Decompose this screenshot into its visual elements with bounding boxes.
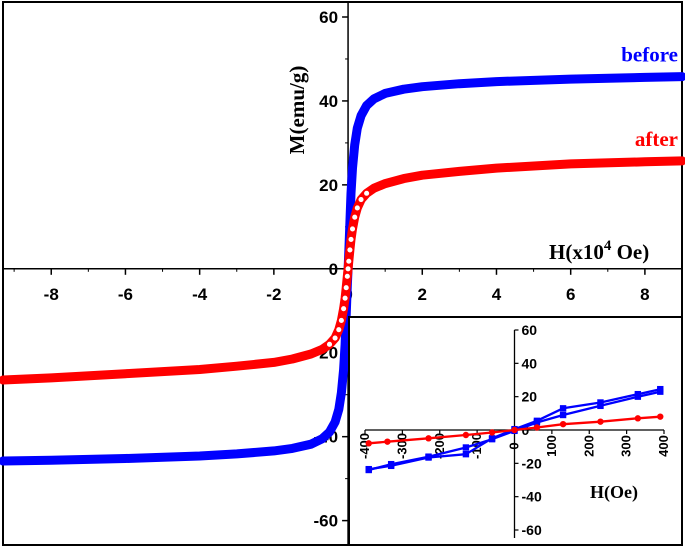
inset-data-point-before [597, 402, 604, 410]
inset-plot: -400 -300 -200 -100 0 100 200 300 400-60-40-2002… [348, 316, 683, 546]
data-point-before [354, 125, 361, 132]
inset-data-point-after [657, 413, 664, 420]
x-tick-label: -4 [192, 285, 208, 304]
inset-data-point-before [559, 405, 567, 412]
inset-data-point-after [511, 426, 518, 434]
inset-data-point-after [462, 431, 470, 439]
data-point-after [346, 246, 354, 254]
inset-y-tick-label: 40 [522, 355, 538, 371]
data-point-before [363, 102, 370, 109]
inset-data-point-before [559, 411, 567, 419]
x-tick-label: 2 [418, 285, 427, 304]
inset-data-point-before [657, 385, 664, 393]
data-point-before [349, 165, 356, 172]
data-point-after [337, 316, 346, 325]
inset-x-tick-label: 100 [544, 435, 559, 457]
inset-x-tick-label: 0 [507, 442, 522, 449]
x-axis-title: H(x104 Oe) [549, 238, 649, 264]
data-point-after [344, 257, 353, 266]
y-tick-label: 40 [319, 92, 338, 111]
x-tick-label: -6 [118, 285, 133, 304]
inset-data-point-after [365, 440, 372, 447]
inset-data-point-after [559, 420, 567, 428]
data-point-after [344, 264, 352, 273]
inset-x-tick-label: 200 [581, 435, 596, 457]
data-point-after [341, 294, 349, 303]
x-tick-label: 6 [566, 285, 575, 304]
inset-x-tick-label: -400 [357, 433, 372, 459]
inset-data-point-after [533, 424, 541, 431]
x-tick-label: -2 [266, 285, 281, 304]
data-point-before [342, 341, 349, 348]
data-point-after [331, 334, 339, 342]
inset-data-point-before [634, 390, 642, 398]
inset-x-axis-title: H(Oe) [590, 482, 638, 503]
inset-y-tick-label: -60 [522, 522, 542, 538]
data-point-before [358, 112, 365, 119]
data-point-before [332, 418, 339, 425]
inset-data-point-before [387, 462, 395, 470]
series-label-after: after [635, 127, 678, 151]
data-point-after [347, 235, 355, 244]
data-point-after [350, 213, 359, 222]
inset-data-point-before [533, 417, 541, 425]
y-tick-label: -60 [313, 512, 338, 531]
x-tick-label: 8 [640, 285, 649, 304]
inset-data-point-before [425, 454, 432, 461]
inset-y-tick-label: 60 [522, 322, 538, 338]
inset-y-tick-label: 0 [522, 422, 530, 438]
x-tick-label: -8 [44, 285, 59, 304]
inset-data-point-after [488, 429, 496, 436]
y-axis-title: M(emu/g) [285, 66, 309, 155]
inset-data-point-after [384, 438, 391, 445]
data-point-before [351, 142, 358, 148]
inset-x-tick-label: 300 [619, 435, 634, 457]
data-point-after [342, 283, 351, 292]
inset-data-point-before [488, 435, 496, 442]
data-point-after [353, 204, 362, 212]
inset-x-tick-label: 400 [656, 435, 671, 457]
inset-data-point-before [365, 465, 372, 473]
inset-data-point-before [462, 450, 470, 458]
inset-y-tick-label: -40 [522, 489, 542, 505]
inset-y-tick-label: -20 [522, 455, 542, 471]
inset-y-tick-label: 20 [522, 389, 538, 405]
data-point-after [362, 189, 371, 198]
y-tick-label: 0 [329, 260, 338, 279]
data-point-after [343, 272, 352, 281]
inset-x-tick-label: -300 [394, 433, 409, 459]
series-label-before: before [621, 43, 678, 67]
data-point-after [357, 195, 365, 204]
inset-data-point-before [462, 444, 470, 451]
data-point-after [339, 304, 348, 313]
data-point-before [335, 406, 342, 413]
data-point-after [348, 225, 357, 233]
inset-data-point-before [597, 399, 604, 406]
inset-data-point-after [425, 435, 432, 442]
data-point-after [334, 325, 343, 334]
data-point-before [326, 429, 333, 436]
data-point-before [348, 190, 355, 197]
data-point-before [338, 389, 345, 396]
data-point-before [340, 366, 347, 373]
y-tick-label: 60 [319, 8, 338, 27]
data-point-after [325, 340, 334, 349]
inset-data-point-after [597, 418, 604, 425]
x-tick-label: 4 [492, 285, 502, 304]
inset-x-tick-label: -100 [469, 433, 484, 459]
inset-data-point-after [634, 415, 642, 422]
y-tick-label: 20 [319, 176, 338, 195]
